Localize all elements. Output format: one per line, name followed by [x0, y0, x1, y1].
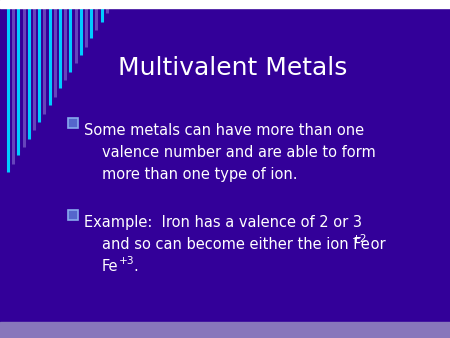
Text: Fe: Fe: [102, 259, 118, 274]
Text: .: .: [133, 259, 138, 274]
Text: valence number and are able to form: valence number and are able to form: [102, 145, 376, 160]
Bar: [68, 118, 78, 128]
Text: Multivalent Metals: Multivalent Metals: [118, 56, 347, 80]
Text: +3: +3: [119, 256, 135, 266]
Text: more than one type of ion.: more than one type of ion.: [102, 167, 297, 182]
Text: or: or: [366, 237, 386, 252]
Text: Example:  Iron has a valence of 2 or 3: Example: Iron has a valence of 2 or 3: [84, 215, 362, 230]
Bar: [68, 210, 78, 220]
Text: and so can become either the ion Fe: and so can become either the ion Fe: [102, 237, 370, 252]
Bar: [0, 0, 450, 8]
Text: Some metals can have more than one: Some metals can have more than one: [84, 123, 364, 138]
Text: +2: +2: [352, 234, 368, 244]
Bar: [0, 322, 450, 338]
